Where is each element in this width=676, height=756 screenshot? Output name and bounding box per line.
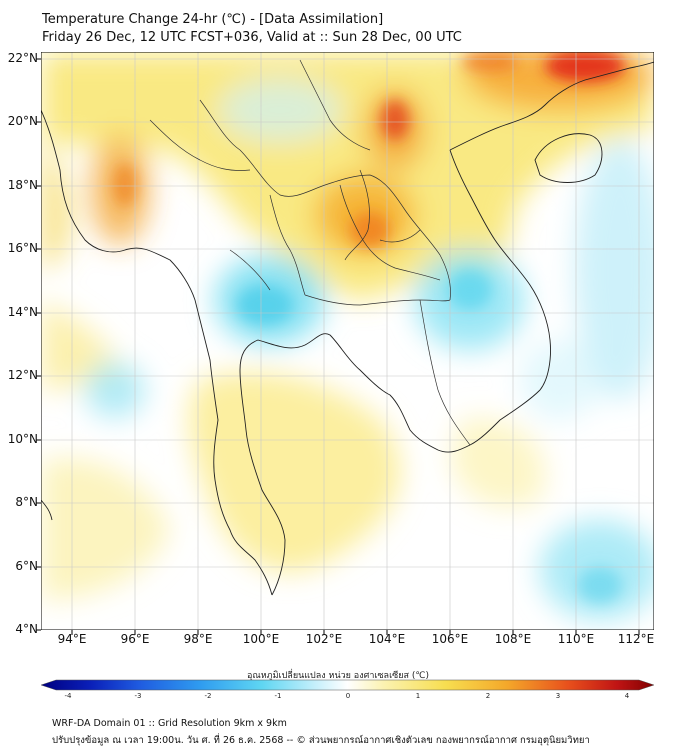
lat-label: 12°N [7, 368, 38, 382]
map-subtitle: Friday 26 Dec, 12 UTC FCST+036, Valid at… [42, 30, 462, 45]
lat-label: 10°N [7, 432, 38, 446]
lat-label: 14°N [7, 305, 38, 319]
lat-label: 4°N [15, 622, 38, 636]
lon-label: 98°E [183, 632, 213, 646]
colorbar-tick: 4 [624, 692, 630, 700]
lat-label: 22°N [7, 51, 38, 65]
lat-label: 8°N [15, 495, 38, 509]
lon-label: 100°E [242, 632, 280, 646]
field-layer [41, 52, 654, 630]
coastlines [41, 61, 654, 596]
lon-label: 112°E [617, 632, 655, 646]
colorbar-tick: 1 [415, 692, 421, 700]
lon-label: 96°E [120, 632, 150, 646]
colorbar-tick: -4 [64, 692, 72, 700]
colorbar-tick: -3 [134, 692, 142, 700]
lat-label: 20°N [7, 114, 38, 128]
footer-model-info: WRF-DA Domain 01 :: Grid Resolution 9km … [52, 718, 287, 729]
colorbar-tick: 3 [555, 692, 561, 700]
lon-label: 106°E [431, 632, 469, 646]
field-cores [113, 52, 625, 603]
lat-label: 6°N [15, 559, 38, 573]
colorbar-title: อุณหภูมิเปลี่ยนแปลง หน่วย องศาเซลเซียส (… [246, 671, 430, 681]
lon-label: 110°E [557, 632, 595, 646]
lon-label: 108°E [494, 632, 532, 646]
lat-label: 18°N [7, 178, 38, 192]
lat-label: 16°N [7, 241, 38, 255]
axis-ticks [36, 58, 640, 635]
colorbar-tick: -1 [274, 692, 282, 700]
borders [149, 59, 471, 446]
footer-credit: ปรับปรุงข้อมูล ณ เวลา 19:00น. วัน ศ. ที่… [52, 735, 590, 746]
lon-label: 94°E [57, 632, 87, 646]
colorbar-tick: 0 [345, 692, 351, 700]
lon-label: 102°E [305, 632, 343, 646]
lon-label: 104°E [368, 632, 406, 646]
colorbar-tick: 2 [485, 692, 491, 700]
map-title: Temperature Change 24-hr (℃) - [Data Ass… [42, 12, 384, 27]
colorbar-tick: -2 [204, 692, 212, 700]
